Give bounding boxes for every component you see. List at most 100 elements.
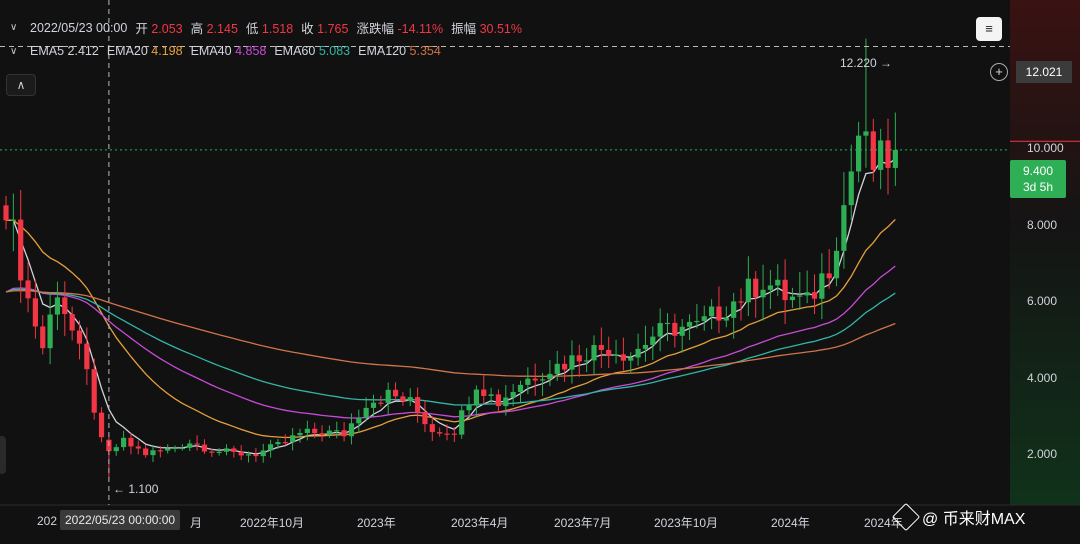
- candle-body: [341, 430, 347, 437]
- crosshair-time-label: 2022/05/23 00:00:00: [60, 510, 181, 530]
- candle-body: [415, 397, 421, 412]
- candle-body: [62, 297, 68, 315]
- candle-body: [459, 410, 465, 435]
- candle-body: [731, 301, 737, 318]
- candle-body: [268, 444, 274, 451]
- low-marker-value: 1.100: [128, 482, 159, 496]
- candle-body: [18, 219, 24, 281]
- candle-body: [84, 343, 90, 370]
- y-tick-label: 10.000: [1027, 141, 1064, 155]
- candle-body: [10, 219, 16, 221]
- candle-body: [363, 407, 369, 418]
- candle-body: [385, 389, 391, 403]
- candle-body: [165, 448, 171, 451]
- x-tick-label: 2023年4月: [451, 516, 509, 530]
- candle-body: [811, 292, 818, 299]
- plot-area: [0, 0, 1080, 506]
- candle-body: [429, 424, 435, 433]
- candle-body: [547, 373, 553, 380]
- candle-body: [69, 314, 75, 331]
- ema5-label: EMA5: [30, 44, 65, 58]
- candle-body: [40, 326, 46, 349]
- candle-body: [451, 433, 457, 435]
- y-tick-label: 8.000: [1027, 218, 1058, 232]
- chevron-down-icon[interactable]: ∨: [10, 45, 18, 57]
- candle-body: [701, 316, 707, 321]
- x-tick-label: 2023年10月: [654, 516, 719, 530]
- candle-body: [194, 443, 200, 445]
- low-marker-label: ← 1.100: [113, 482, 159, 496]
- candle-body: [664, 322, 671, 325]
- candle-body: [856, 135, 862, 172]
- amplitude-label: 振幅: [451, 22, 477, 36]
- candle-body: [709, 306, 715, 317]
- candle-body: [635, 348, 641, 358]
- candle-body: [488, 394, 494, 396]
- candle-body: [223, 448, 230, 452]
- candle-body: [576, 355, 582, 362]
- candle-body: [819, 273, 825, 299]
- candle-body: [606, 349, 612, 356]
- candle-body: [672, 322, 678, 336]
- last-price-value: 9.400: [1022, 164, 1054, 178]
- candle-body: [407, 397, 413, 402]
- ohlc-date: 2022/05/23 00:00: [30, 20, 128, 35]
- x-tick-label: 2023年: [357, 516, 396, 530]
- candle-body: [231, 448, 237, 452]
- candle-body: [238, 451, 244, 456]
- candle-body: [642, 344, 649, 349]
- axis-settings-button[interactable]: ≡: [976, 17, 1002, 41]
- candle-body: [826, 273, 832, 279]
- ema120-value: 5.354: [409, 44, 441, 58]
- candle-body: [201, 444, 208, 452]
- candle-body: [569, 355, 575, 370]
- change-value: -14.11%: [397, 22, 444, 36]
- candle-body: [172, 447, 178, 450]
- candle-body: [326, 430, 332, 436]
- candle-body: [312, 428, 318, 434]
- candle-body: [216, 451, 222, 453]
- candle-body: [716, 306, 722, 321]
- axis-settings-icon: ≡: [985, 21, 993, 36]
- amplitude-value: 30.51%: [479, 22, 522, 36]
- candle-body: [98, 412, 105, 438]
- candle-body: [481, 389, 487, 396]
- candle-body: [723, 317, 729, 321]
- candle-body: [422, 411, 428, 425]
- open-value: 2.053: [151, 22, 183, 36]
- candle-body: [598, 345, 604, 350]
- crosshair-price-label: 12.021: [1016, 61, 1072, 83]
- watermark: @ 币来财MAX: [891, 502, 1026, 532]
- x-tick-label: 月: [190, 516, 203, 530]
- watermark-text: @ 币来财MAX: [922, 511, 1026, 528]
- candle-body: [789, 296, 796, 301]
- candle-body: [760, 289, 766, 298]
- x-tick-label: 2024年: [864, 516, 903, 530]
- candle-body: [150, 450, 156, 456]
- candle-body: [503, 397, 509, 407]
- candle-body: [510, 391, 516, 398]
- ema60-label: EMA60: [274, 44, 316, 58]
- candle-body: [253, 454, 259, 457]
- close-label: 收: [301, 22, 314, 36]
- chevron-down-icon[interactable]: ∨: [10, 22, 18, 33]
- candle-body: [76, 330, 83, 344]
- candle-body: [532, 378, 538, 381]
- candle-body: [297, 432, 303, 436]
- candle-body: [91, 369, 97, 413]
- x-tick-label: 202: [37, 514, 58, 528]
- candle-body: [591, 345, 597, 361]
- candle-body: [378, 402, 384, 404]
- side-panel-handle[interactable]: [0, 436, 6, 474]
- add-alert-icon[interactable]: +: [990, 63, 1008, 81]
- candle-body: [525, 378, 531, 385]
- collapse-legend-button[interactable]: ∧: [6, 74, 36, 96]
- x-tick-label: 2024年: [771, 516, 810, 530]
- last-price-label: 9.400 3d 5h: [1010, 160, 1066, 198]
- change-label: 涨跌幅: [356, 22, 394, 36]
- candle-body: [47, 314, 53, 349]
- ema-line-ema60: [5, 288, 896, 406]
- candle-body: [517, 384, 524, 392]
- candle-body: [562, 363, 568, 370]
